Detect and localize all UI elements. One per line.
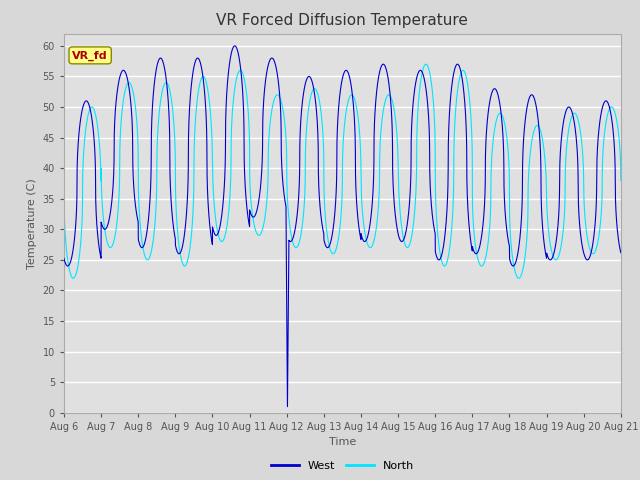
North — [587, 248, 595, 254]
Y-axis label: Temperature (C): Temperature (C) — [27, 178, 37, 269]
North — [70, 276, 77, 281]
West — [324, 245, 332, 251]
X-axis label: Time: Time — [329, 437, 356, 447]
West — [617, 250, 625, 255]
Title: VR Forced Diffusion Temperature: VR Forced Diffusion Temperature — [216, 13, 468, 28]
Line: West: West — [64, 46, 621, 407]
North — [422, 61, 429, 67]
West — [594, 144, 602, 150]
Text: VR_fd: VR_fd — [72, 50, 108, 60]
West — [284, 404, 291, 409]
Line: North: North — [64, 64, 621, 278]
North — [324, 234, 332, 240]
West — [60, 256, 68, 262]
Legend: West, North: West, North — [266, 456, 419, 476]
North — [250, 217, 257, 223]
West — [483, 124, 491, 130]
North — [617, 178, 625, 183]
North — [483, 249, 491, 254]
North — [594, 240, 602, 246]
West — [467, 241, 475, 247]
North — [467, 118, 475, 124]
West — [587, 252, 595, 257]
West — [250, 214, 257, 220]
North — [60, 190, 68, 195]
West — [231, 43, 239, 48]
